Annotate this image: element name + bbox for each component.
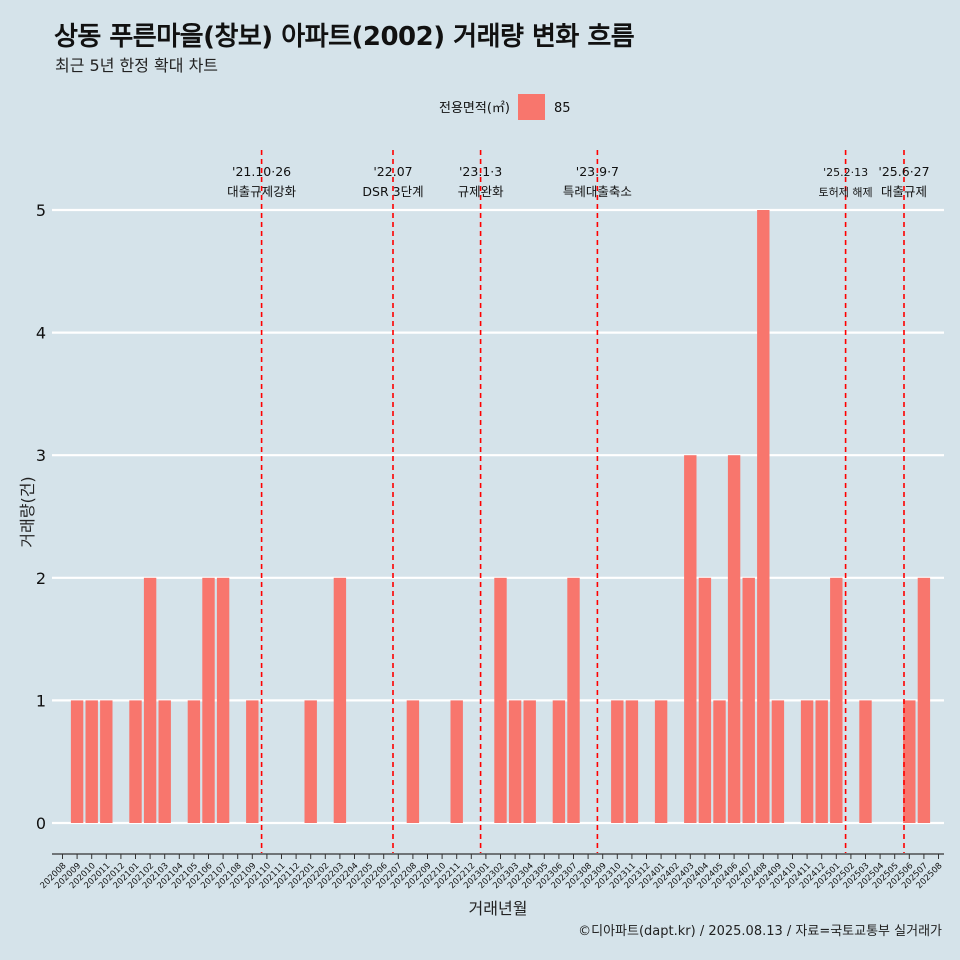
axes — [52, 853, 944, 859]
event-label-4: 토허제 해제 — [819, 185, 873, 199]
bar-202211 — [450, 700, 463, 823]
bar-202411 — [800, 700, 814, 823]
event-label-3: 특례대출축소 — [563, 184, 632, 199]
bar-202310 — [611, 700, 624, 823]
legend-title: 전용면적(㎡) — [439, 101, 510, 116]
bar-202405 — [713, 700, 726, 823]
bars — [70, 210, 931, 823]
event-label-0: 대출규제강화 — [227, 184, 297, 199]
bar-202503 — [859, 700, 872, 823]
y-tick-label-5: 5 — [36, 201, 46, 220]
event-label-1: DSR 3단계 — [362, 184, 423, 199]
x-tick-labels: 2020082020092020102020112020122021012021… — [39, 861, 945, 891]
event-lines: '21.10·26 대출규제강화 '22.07 DSR 3단계 '23.1·3 규제완화 '… — [227, 150, 930, 853]
bar-202009 — [70, 700, 84, 823]
bar-202507 — [917, 577, 931, 823]
bar-202105 — [187, 700, 201, 823]
legend-series-name: 85 — [554, 101, 571, 116]
bar-202401 — [654, 700, 668, 823]
event-date-0: '21.10·26 — [232, 164, 291, 179]
bar-202306 — [552, 700, 566, 823]
bar-202107 — [216, 577, 230, 823]
y-tick-label-0: 0 — [36, 814, 46, 833]
bar-202304 — [523, 700, 536, 823]
bar-202109 — [246, 700, 259, 823]
bar-202302 — [494, 577, 507, 823]
bar-202408 — [757, 210, 770, 823]
bar-202406 — [727, 455, 741, 823]
bar-202201 — [304, 700, 317, 823]
bar-202412 — [815, 700, 828, 823]
bar-202106 — [202, 577, 215, 823]
bar-202501 — [830, 577, 843, 823]
bar-202011 — [100, 700, 113, 823]
bar-202311 — [625, 700, 639, 823]
chart-subtitle: 최근 5년 한정 확대 차트 — [55, 56, 219, 75]
y-tick-label-1: 1 — [36, 691, 46, 710]
legend: 전용면적(㎡) 85 — [439, 94, 571, 120]
y-axis-title: 거래량(건) — [18, 476, 37, 547]
event-date-2: '23.1·3 — [459, 164, 502, 179]
bar-202409 — [771, 700, 785, 823]
y-tick-label-4: 4 — [36, 324, 46, 343]
bar-202102 — [143, 577, 157, 823]
chart-title: 상동 푸른마을(창보) 아파트(2002) 거래량 변화 흐름 — [54, 22, 635, 52]
source-note: ©디아파트(dapt.kr) / 2025.08.13 / 자료=국토교통부 실… — [578, 924, 942, 939]
bar-202203 — [333, 577, 347, 823]
legend-swatch — [518, 94, 545, 120]
bar-202103 — [158, 700, 171, 823]
event-date-3: '23.9·7 — [576, 164, 619, 179]
x-axis-title: 거래년월 — [469, 899, 528, 918]
event-date-5: '25.6·27 — [878, 164, 929, 179]
bar-202404 — [698, 577, 712, 823]
y-tick-label-3: 3 — [36, 446, 46, 465]
y-tick-label-2: 2 — [36, 569, 46, 588]
bar-202307 — [567, 577, 580, 823]
bar-202403 — [684, 455, 697, 823]
bar-202303 — [508, 700, 522, 823]
y-tick-labels: 0 1 2 3 4 5 — [36, 201, 46, 833]
bar-202506 — [903, 700, 916, 823]
event-date-1: '22.07 — [373, 164, 412, 179]
bar-202407 — [742, 577, 755, 823]
bar-202010 — [85, 700, 98, 823]
event-label-2: 규제완화 — [458, 184, 505, 199]
bar-202101 — [129, 700, 142, 823]
bar-202208 — [406, 700, 420, 823]
event-label-5: 대출규제 — [881, 184, 927, 199]
event-date-4: '25.2·13 — [823, 166, 868, 179]
